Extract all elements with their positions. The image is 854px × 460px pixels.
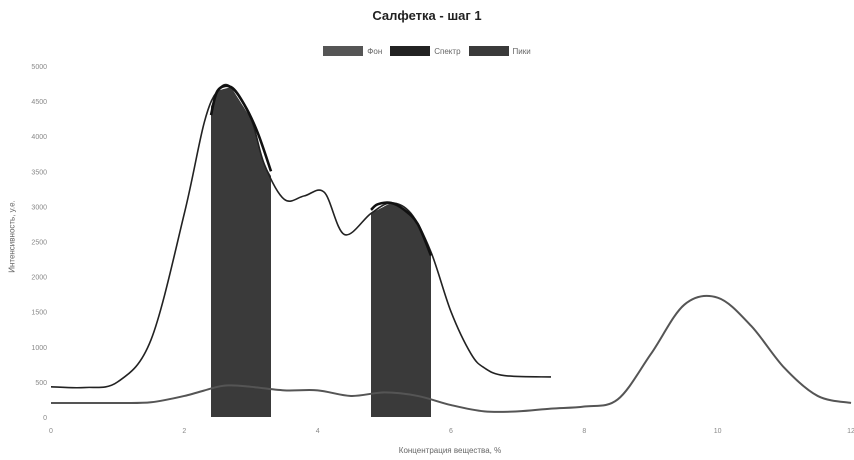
x-axis-label: Концентрация вещества, % — [398, 446, 502, 455]
legend-swatch-spectrum — [390, 46, 431, 56]
legend-label-background: Фон — [367, 46, 383, 56]
legend-item-peaks[interactable]: Пики — [468, 46, 531, 56]
legend-label-peaks: Пики — [512, 46, 531, 56]
y-tick-label: 2000 — [31, 275, 47, 282]
legend: Фон Спектр Пики — [0, 46, 854, 56]
legend-item-spectrum[interactable]: Спектр — [390, 46, 461, 56]
peak-area-2 — [371, 202, 431, 417]
x-tick-label: 0 — [49, 428, 53, 435]
series-line-2 — [50, 83, 552, 389]
y-tick-label: 2500 — [31, 240, 47, 247]
x-tick-label: 6 — [449, 428, 453, 435]
y-tick-label: 500 — [35, 380, 47, 387]
legend-swatch-peaks — [468, 46, 509, 56]
y-tick-label: 3500 — [31, 169, 47, 176]
series-line-1 — [51, 294, 852, 413]
x-tick-label: 12 — [847, 428, 854, 435]
x-tick-label: 8 — [582, 428, 586, 435]
y-tick-label: 1000 — [31, 345, 47, 352]
x-tick-label: 4 — [316, 428, 320, 435]
y-tick-label: 4000 — [31, 134, 47, 141]
y-tick-label: 0 — [43, 415, 47, 422]
peak-outline-2 — [370, 201, 433, 257]
x-tick-label: 10 — [714, 428, 722, 435]
peak-area-1 — [211, 86, 271, 417]
chart-title: Салфетка - шаг 1 — [372, 8, 482, 23]
peak-outline-1 — [209, 84, 273, 172]
x-tick-label: 2 — [182, 428, 186, 435]
y-tick-label: 1500 — [31, 310, 47, 317]
legend-item-background[interactable]: Фон — [323, 46, 382, 56]
y-tick-label: 3000 — [31, 204, 47, 211]
legend-label-spectrum: Спектр — [434, 46, 461, 56]
y-tick-label: 5000 — [31, 64, 47, 71]
legend-swatch-background — [323, 46, 364, 56]
y-tick-label: 4500 — [31, 99, 47, 106]
